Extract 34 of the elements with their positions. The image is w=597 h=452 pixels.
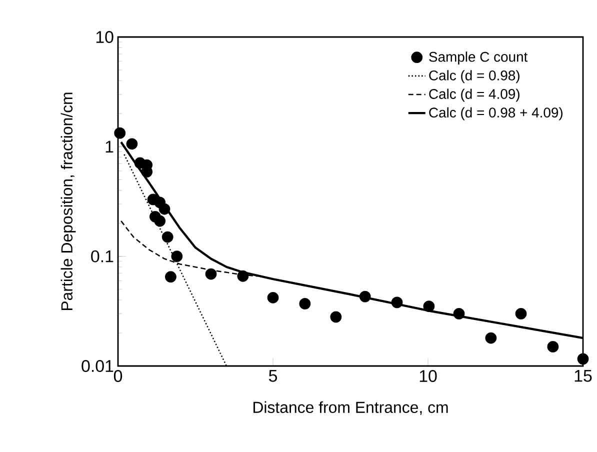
point — [359, 290, 371, 302]
point — [165, 271, 176, 283]
point — [126, 138, 138, 150]
point — [515, 308, 527, 320]
point — [453, 308, 465, 320]
point — [577, 353, 589, 365]
point — [485, 332, 497, 344]
x-axis-title: Distance from Entrance, cm — [253, 401, 448, 415]
x-tick-label: 15 — [574, 370, 592, 382]
legend-label: Sample C count — [429, 52, 528, 65]
y-tick-label: 0.1 — [91, 250, 114, 262]
point — [154, 215, 166, 227]
legend-label: Calc (d = 4.09) — [429, 88, 520, 102]
point — [299, 298, 311, 310]
legend-label: Calc (d = 0.98) — [429, 70, 520, 84]
y-axis-title: Particle Deposition, fraction/cm — [60, 92, 76, 310]
point — [547, 340, 559, 352]
x-tick-label: 0 — [114, 370, 122, 382]
point — [391, 296, 403, 308]
point — [237, 270, 249, 282]
legend-label: Calc (d = 0.98 + 4.09) — [429, 107, 562, 120]
y-tick-label: 10 — [96, 31, 114, 44]
point — [158, 203, 170, 215]
point — [171, 250, 183, 262]
point — [423, 300, 435, 312]
y-tick-label: 1 — [106, 140, 114, 152]
point — [205, 268, 217, 280]
point — [267, 292, 279, 304]
x-tick-label: 10 — [420, 370, 437, 382]
point — [114, 127, 126, 139]
point — [162, 231, 174, 243]
x-tick-label: 5 — [268, 370, 277, 382]
point — [330, 311, 342, 323]
y-tick-label: 0.01 — [82, 360, 114, 372]
